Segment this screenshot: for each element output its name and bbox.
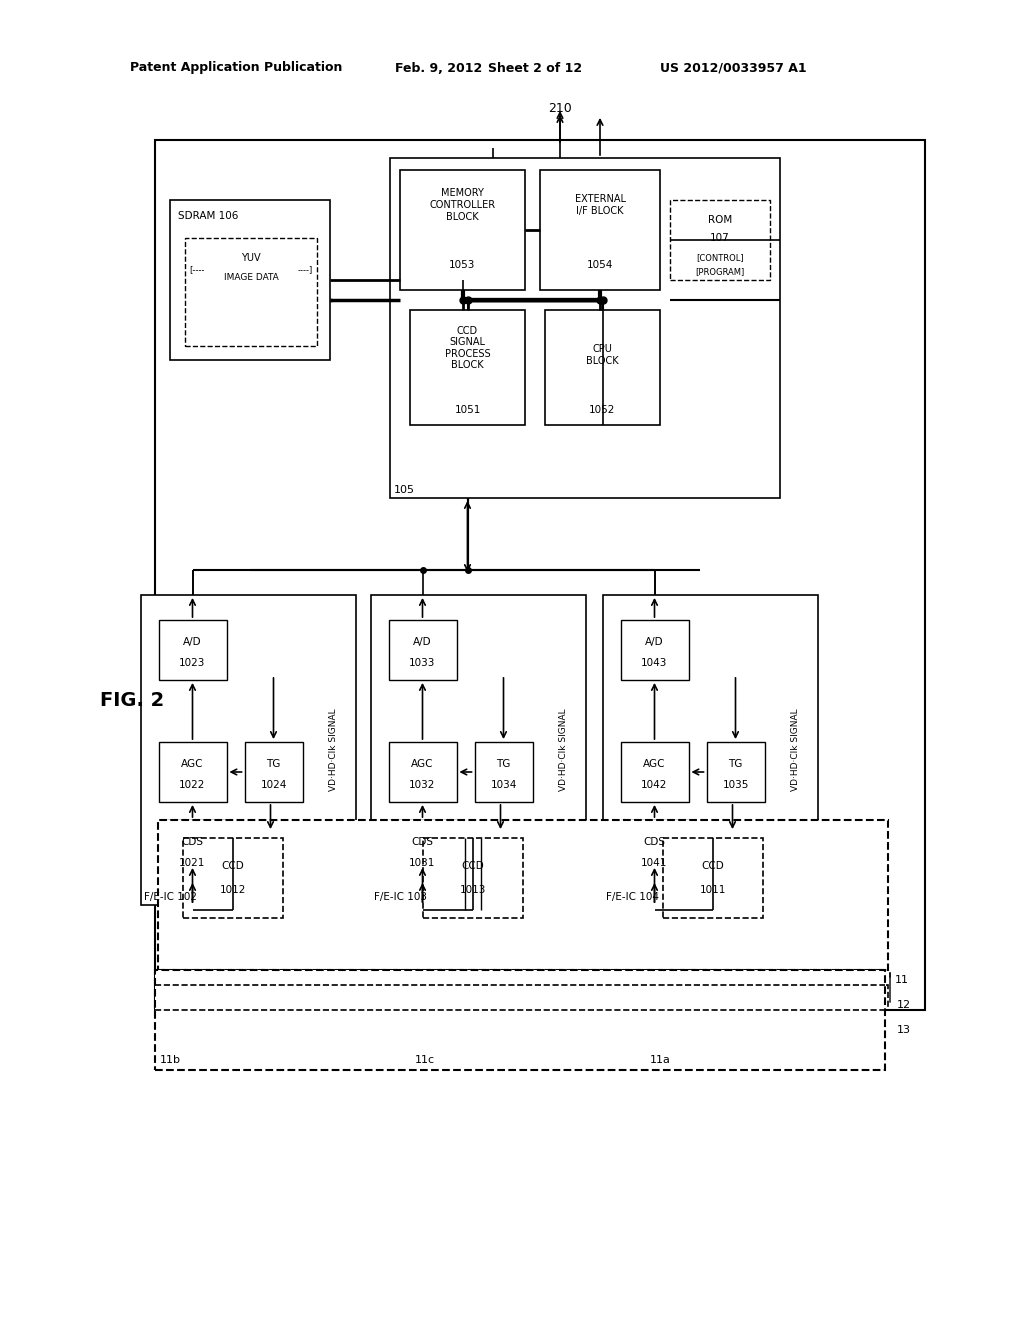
Text: CCD: CCD [221, 861, 245, 871]
Text: CCD: CCD [701, 861, 724, 871]
Text: CDS: CDS [643, 837, 666, 847]
Text: 12: 12 [897, 1001, 911, 1010]
Text: 11: 11 [895, 975, 909, 985]
Text: IMAGE DATA: IMAGE DATA [223, 273, 279, 282]
Bar [155, 140, 925, 1010]
Bar [474, 742, 532, 803]
Text: 11c: 11c [415, 1055, 435, 1065]
Text: Feb. 9, 2012: Feb. 9, 2012 [395, 62, 482, 74]
Text: 1033: 1033 [410, 657, 435, 668]
Text: 1043: 1043 [641, 657, 668, 668]
Text: CCD: CCD [462, 861, 484, 871]
Text: EXTERNAL
I/F BLOCK: EXTERNAL I/F BLOCK [574, 194, 626, 215]
Text: Sheet 2 of 12: Sheet 2 of 12 [488, 62, 582, 74]
Text: YUV: YUV [242, 253, 261, 263]
Bar [602, 595, 817, 906]
Text: 107: 107 [710, 234, 730, 243]
Bar [158, 820, 888, 970]
Bar [159, 742, 226, 803]
Text: 11a: 11a [650, 1055, 671, 1065]
Bar [388, 742, 457, 803]
Text: US 2012/0033957 A1: US 2012/0033957 A1 [660, 62, 807, 74]
Text: VD·HD·Clk SIGNAL: VD·HD·Clk SIGNAL [559, 709, 568, 791]
Bar [245, 742, 302, 803]
Text: A/D: A/D [414, 638, 432, 647]
Text: 1054: 1054 [587, 260, 613, 271]
Bar [545, 310, 660, 425]
Bar [140, 595, 355, 906]
Bar [621, 742, 688, 803]
Text: F/E-IC 102: F/E-IC 102 [144, 892, 198, 902]
Text: A/D: A/D [645, 638, 664, 647]
Text: 1012: 1012 [220, 884, 246, 895]
Text: VD·HD·Clk SIGNAL: VD·HD·Clk SIGNAL [791, 709, 800, 791]
Bar [388, 820, 457, 880]
Text: 1021: 1021 [179, 858, 206, 869]
Text: [CONTROL]: [CONTROL] [696, 253, 743, 263]
Bar [540, 170, 660, 290]
Bar [621, 620, 688, 680]
Text: AGC: AGC [181, 759, 204, 770]
Bar [159, 820, 226, 880]
Text: VD·HD·Clk SIGNAL: VD·HD·Clk SIGNAL [329, 709, 338, 791]
Text: 1024: 1024 [260, 780, 287, 789]
Bar [400, 170, 525, 290]
Text: F/E-IC 103: F/E-IC 103 [375, 892, 427, 902]
Text: [----: [---- [189, 265, 205, 275]
Text: 1035: 1035 [722, 780, 749, 789]
Text: AGC: AGC [412, 759, 434, 770]
Bar [670, 201, 770, 280]
Text: 1023: 1023 [179, 657, 206, 668]
Text: 105: 105 [394, 484, 415, 495]
Text: TG: TG [728, 759, 742, 770]
Bar [159, 620, 226, 680]
Bar [621, 820, 688, 880]
Text: 1053: 1053 [450, 260, 476, 271]
Bar [371, 595, 586, 906]
Bar [388, 620, 457, 680]
Text: 1052: 1052 [590, 405, 615, 414]
Text: CCD
SIGNAL
PROCESS
BLOCK: CCD SIGNAL PROCESS BLOCK [444, 326, 490, 371]
Text: CDS: CDS [412, 837, 433, 847]
Text: TG: TG [497, 759, 511, 770]
Text: SDRAM 106: SDRAM 106 [178, 211, 239, 220]
Text: 1013: 1013 [460, 884, 486, 895]
Bar [423, 838, 523, 917]
Bar [390, 158, 780, 498]
Text: FIG. 2: FIG. 2 [100, 690, 164, 710]
Text: 1022: 1022 [179, 780, 206, 789]
Text: Patent Application Publication: Patent Application Publication [130, 62, 342, 74]
Text: TG: TG [266, 759, 281, 770]
Text: 1041: 1041 [641, 858, 668, 869]
Bar [663, 838, 763, 917]
Text: ----]: ----] [298, 265, 313, 275]
Text: 1031: 1031 [410, 858, 435, 869]
Text: 1034: 1034 [490, 780, 517, 789]
Text: MEMORY
CONTROLLER
BLOCK: MEMORY CONTROLLER BLOCK [429, 189, 496, 222]
Text: [PROGRAM]: [PROGRAM] [695, 268, 744, 276]
Text: 1042: 1042 [641, 780, 668, 789]
Text: 1032: 1032 [410, 780, 435, 789]
Text: CDS: CDS [181, 837, 204, 847]
Text: ROM: ROM [708, 215, 732, 224]
Bar [170, 201, 330, 360]
Bar [410, 310, 525, 425]
Bar [158, 985, 888, 1010]
Text: F/E-IC 104: F/E-IC 104 [606, 892, 659, 902]
Text: 13: 13 [897, 1026, 911, 1035]
Text: AGC: AGC [643, 759, 666, 770]
Text: 11b: 11b [160, 1055, 181, 1065]
Text: CPU
BLOCK: CPU BLOCK [586, 345, 618, 366]
Text: A/D: A/D [183, 638, 202, 647]
Bar [183, 838, 283, 917]
Bar [707, 742, 765, 803]
Text: 1051: 1051 [455, 405, 480, 414]
Text: 210: 210 [548, 102, 571, 115]
Text: 1011: 1011 [699, 884, 726, 895]
Bar [155, 970, 885, 1071]
Bar [185, 238, 317, 346]
